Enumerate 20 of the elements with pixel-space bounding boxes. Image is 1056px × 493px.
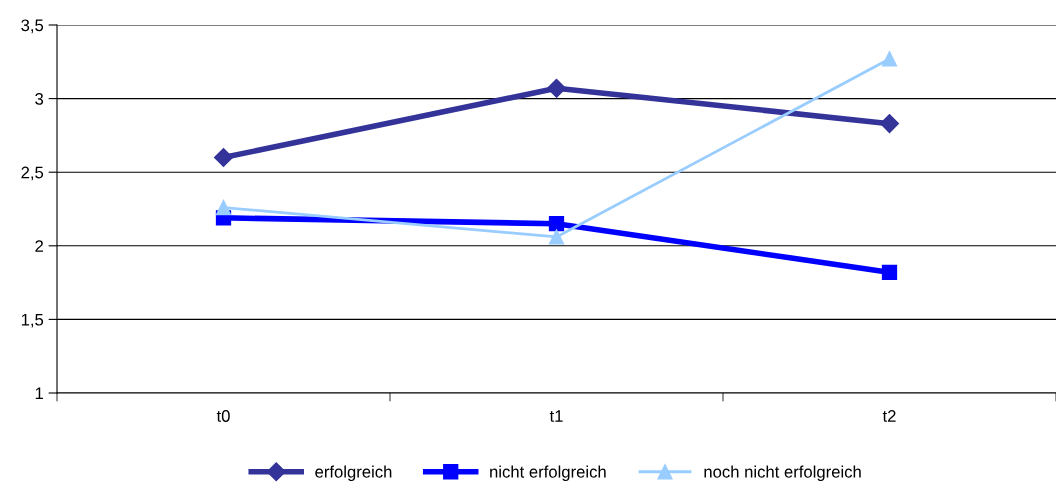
y-tick-label: 3 xyxy=(35,93,44,105)
x-tick-label: t2 xyxy=(882,410,896,422)
point xyxy=(881,264,898,280)
legend-label: noch nicht erfolgreich xyxy=(704,465,861,482)
point xyxy=(546,78,567,98)
legend-label: erfolgreich xyxy=(315,465,392,482)
y-tick-label: 1,5 xyxy=(21,313,44,328)
y-tick-label: 2 xyxy=(35,240,43,252)
point xyxy=(881,51,898,67)
point xyxy=(548,216,565,232)
x-tick-label: t0 xyxy=(216,410,230,422)
y-tick-label: 1 xyxy=(35,387,43,400)
y-tick-label: 3,5 xyxy=(21,19,44,34)
point xyxy=(548,229,565,245)
y-tick-label: 2,5 xyxy=(21,166,44,181)
point xyxy=(215,199,232,216)
legend-label: nicht erfolgreich xyxy=(490,465,606,482)
point xyxy=(879,114,900,134)
point xyxy=(213,147,234,168)
x-tick-label: t1 xyxy=(549,410,563,422)
